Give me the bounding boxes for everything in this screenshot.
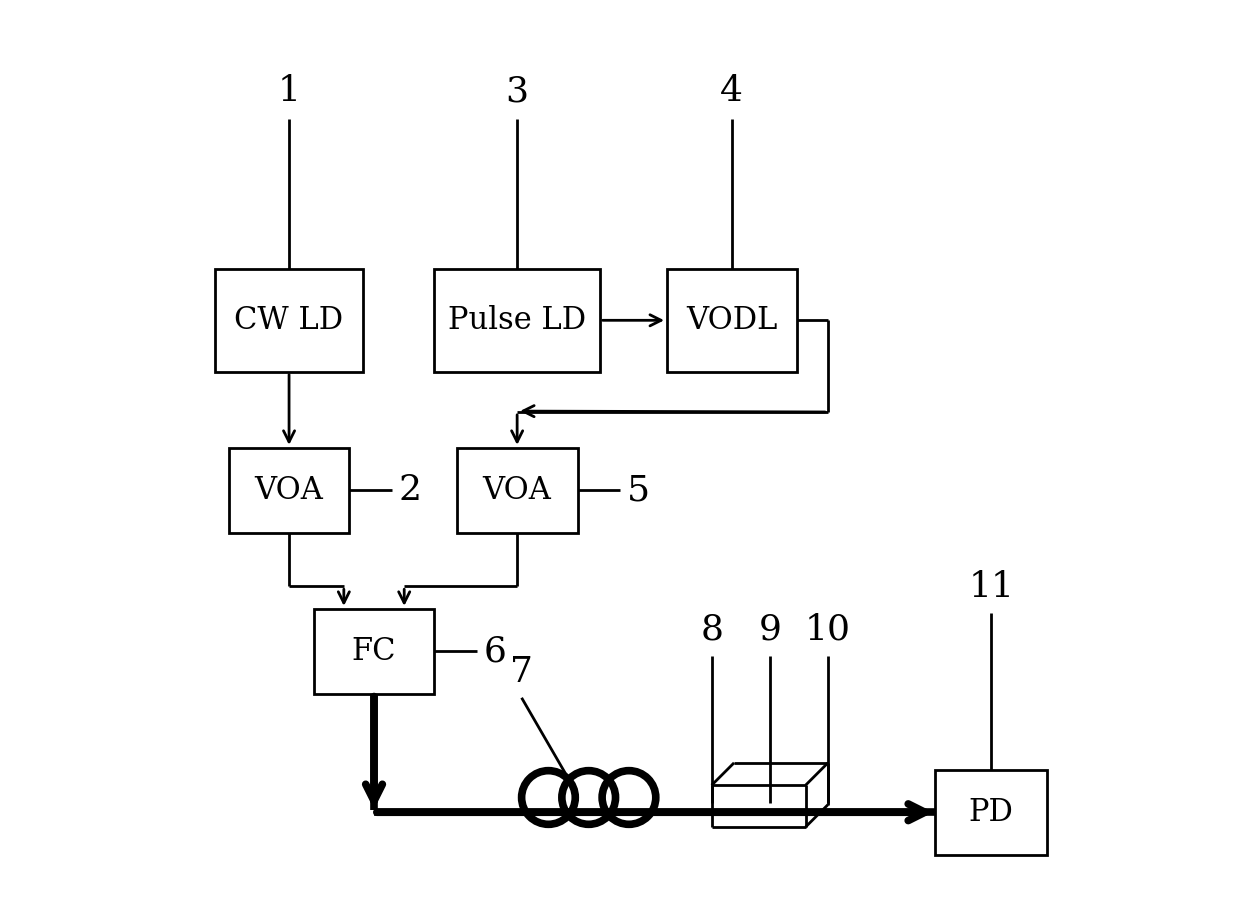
Text: 11: 11 (968, 571, 1014, 604)
Text: VOA: VOA (254, 475, 324, 506)
Text: VOA: VOA (482, 475, 552, 506)
Text: VODL: VODL (686, 305, 777, 336)
Text: 1: 1 (278, 75, 300, 108)
Text: 10: 10 (805, 613, 851, 647)
FancyBboxPatch shape (434, 269, 600, 372)
Text: 2: 2 (398, 473, 422, 508)
Text: FC: FC (352, 635, 397, 667)
Text: 8: 8 (701, 613, 723, 647)
FancyBboxPatch shape (935, 770, 1047, 855)
FancyBboxPatch shape (456, 448, 578, 533)
FancyBboxPatch shape (228, 448, 350, 533)
FancyBboxPatch shape (216, 269, 363, 372)
Text: 4: 4 (720, 75, 743, 108)
Text: 9: 9 (759, 613, 781, 647)
Text: 5: 5 (626, 473, 650, 508)
Text: 3: 3 (506, 75, 528, 108)
Text: Pulse LD: Pulse LD (448, 305, 587, 336)
FancyBboxPatch shape (667, 269, 796, 372)
FancyBboxPatch shape (314, 608, 434, 694)
Text: 6: 6 (484, 634, 506, 668)
Text: PD: PD (968, 796, 1013, 828)
Text: 7: 7 (510, 655, 533, 688)
Text: CW LD: CW LD (234, 305, 343, 336)
